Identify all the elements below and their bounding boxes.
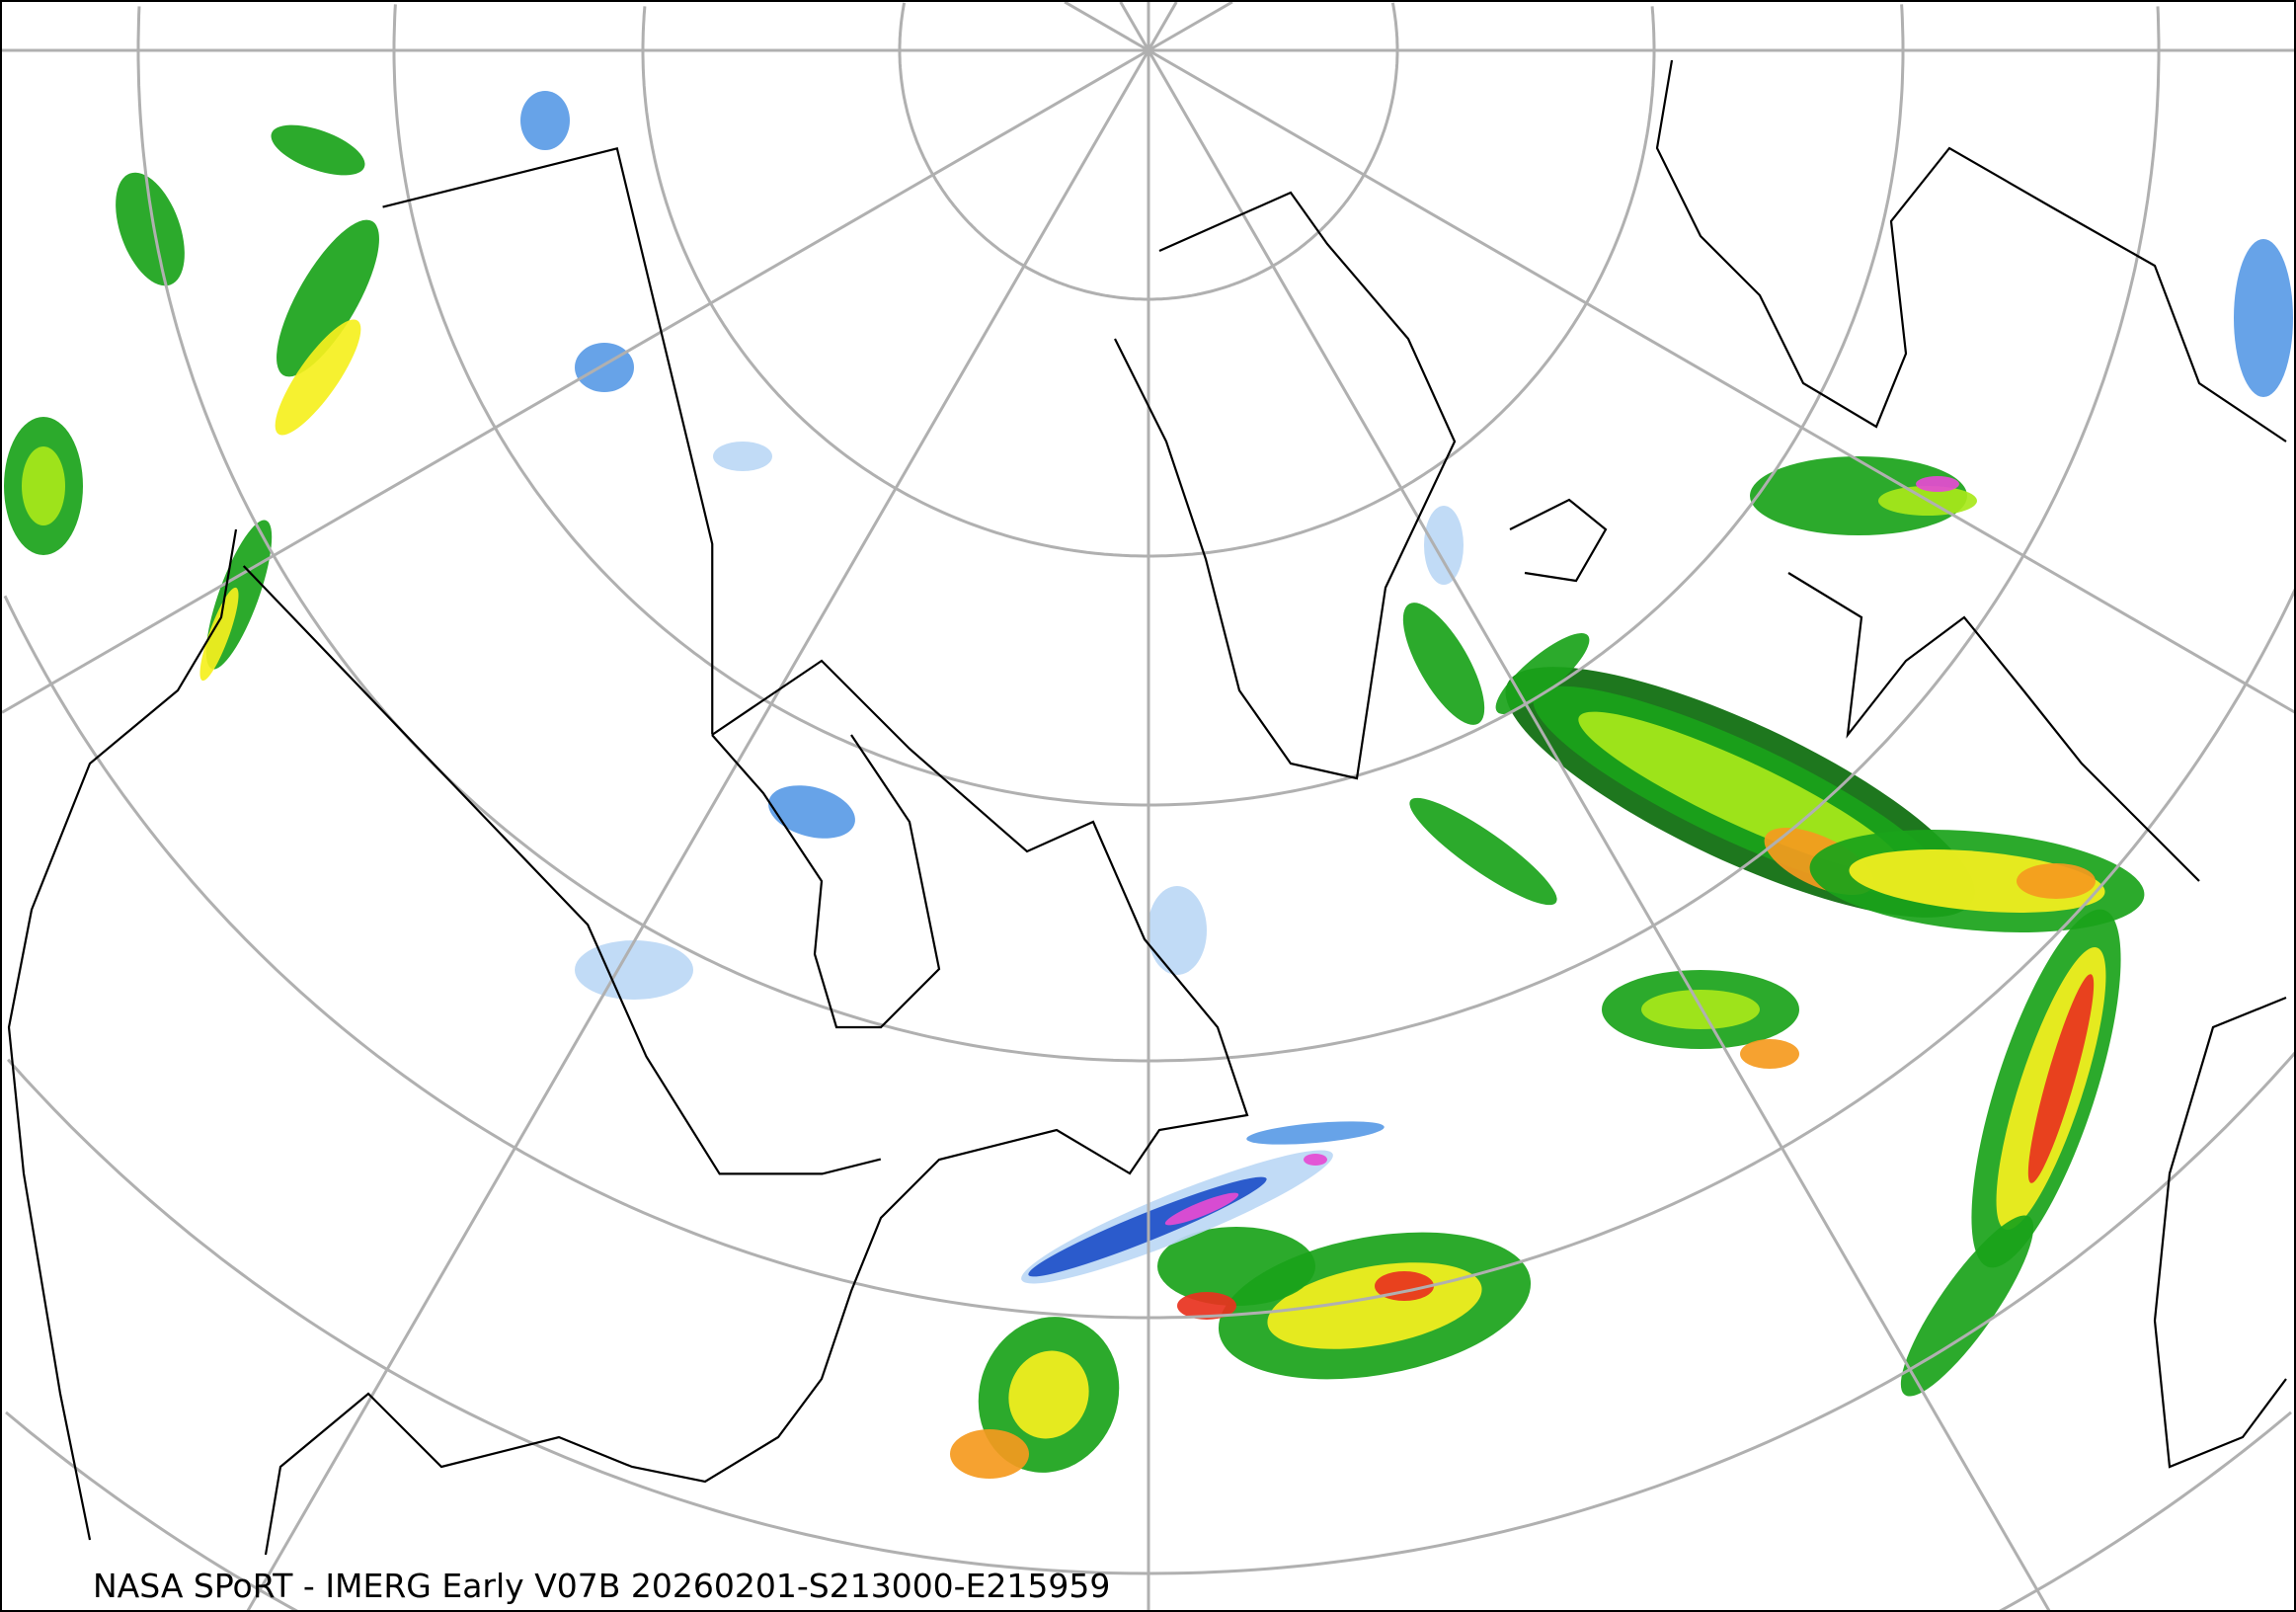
precip-area bbox=[2234, 239, 2293, 397]
precip-area bbox=[1578, 711, 1902, 873]
precip-area bbox=[1916, 476, 1959, 492]
coastline bbox=[1655, 59, 2287, 443]
precip-area bbox=[277, 219, 379, 377]
coastline bbox=[264, 659, 1249, 1556]
coastline bbox=[1114, 191, 1457, 780]
precip-area bbox=[1164, 1192, 1239, 1226]
meridian-line bbox=[1148, 48, 2294, 714]
meridian-line bbox=[2, 48, 1149, 714]
precip-area bbox=[2017, 863, 2096, 899]
meridian-line bbox=[1119, 2, 1150, 51]
precip-area bbox=[1304, 1154, 1327, 1166]
border-line bbox=[382, 146, 714, 735]
precip-area bbox=[199, 587, 239, 682]
precip-area bbox=[275, 319, 361, 436]
coastline bbox=[7, 528, 238, 1541]
latitude-circle bbox=[6, 1051, 2294, 1575]
precip-area bbox=[520, 91, 570, 150]
precip-area bbox=[768, 785, 855, 839]
precip-area bbox=[1424, 506, 1464, 585]
latitude-circle bbox=[3, 588, 2294, 1320]
precip-area bbox=[22, 446, 65, 525]
border-line bbox=[242, 565, 882, 1175]
meridian-line bbox=[1148, 2, 1233, 52]
precip-area bbox=[950, 1429, 1029, 1479]
precip-area bbox=[1740, 1039, 1799, 1069]
precip-area bbox=[271, 124, 365, 176]
precip-area bbox=[1008, 1350, 1089, 1439]
coastline bbox=[711, 734, 941, 1029]
precip-area bbox=[575, 343, 634, 392]
precip-area bbox=[2027, 974, 2095, 1183]
coastline bbox=[1787, 572, 2200, 882]
precip-area bbox=[1409, 797, 1557, 906]
precip-area bbox=[1900, 1215, 2034, 1397]
coastlines bbox=[7, 59, 2287, 1556]
latitude-circle bbox=[641, 6, 1656, 558]
meridian-line bbox=[1147, 2, 1178, 51]
latitude-circle bbox=[898, 2, 1399, 301]
precip-area bbox=[116, 172, 185, 286]
coastline bbox=[2153, 996, 2287, 1469]
meridian-line bbox=[1064, 2, 1149, 52]
coastline bbox=[1509, 498, 1608, 583]
precip-area bbox=[713, 442, 772, 471]
latitude-circle bbox=[5, 1410, 2292, 1610]
precip-area bbox=[1177, 1292, 1236, 1320]
meridian-line bbox=[246, 49, 1150, 1610]
precip-area bbox=[1157, 1227, 1315, 1306]
meridian-line bbox=[1147, 49, 2051, 1610]
precip-area bbox=[1750, 456, 1967, 535]
latitude-circle bbox=[392, 4, 1905, 807]
precip-area bbox=[1402, 603, 1485, 725]
precip-area bbox=[1148, 886, 1207, 975]
map-caption: NASA SPoRT - IMERG Early V07B 20260201-S… bbox=[93, 1567, 1111, 1605]
latitude-circle bbox=[136, 6, 2161, 1063]
precip-area bbox=[1246, 1121, 1385, 1145]
precip-area bbox=[575, 940, 693, 1000]
